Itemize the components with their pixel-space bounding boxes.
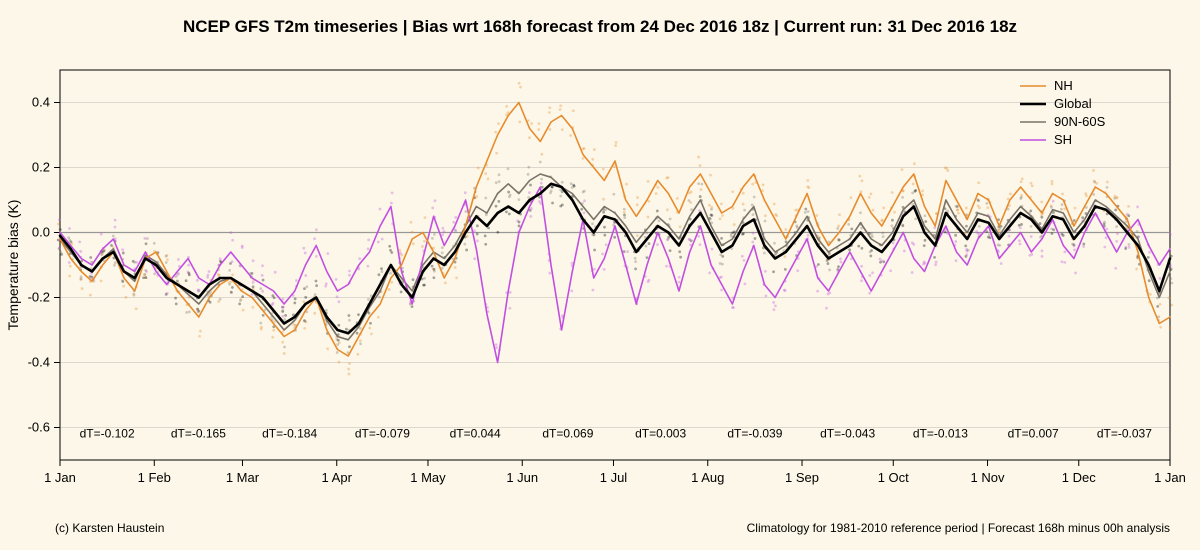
dt-label: dT=-0.165	[171, 426, 226, 440]
svg-text:1 Nov: 1 Nov	[971, 470, 1005, 485]
svg-text:1 Feb: 1 Feb	[138, 470, 171, 485]
svg-text:1 Jan: 1 Jan	[44, 470, 76, 485]
svg-text:1 Aug: 1 Aug	[691, 470, 724, 485]
svg-text:0.4: 0.4	[32, 95, 50, 110]
svg-text:-0.2: -0.2	[28, 290, 50, 305]
legend-label: Global	[1054, 96, 1092, 111]
legend-label: SH	[1054, 132, 1072, 147]
chart-svg: -0.6 -0.4 -0.2 0.0 0.2 0.4 1 Jan 1 Feb 1 Mar 1 Ap…	[0, 0, 1200, 550]
footer-left: (c) Karsten Haustein	[55, 521, 164, 535]
dt-label: dT=0.044	[450, 426, 501, 440]
footer-right: Climatology for 1981-2010 reference peri…	[747, 521, 1170, 535]
svg-text:-0.4: -0.4	[28, 355, 50, 370]
dt-label: dT=0.003	[635, 426, 686, 440]
svg-text:1 Jul: 1 Jul	[600, 470, 628, 485]
svg-text:1 Mar: 1 Mar	[226, 470, 260, 485]
ylabel: Temperature bias (K)	[5, 200, 21, 331]
dt-label: dT=-0.102	[80, 426, 135, 440]
dt-label: dT=-0.013	[913, 426, 968, 440]
svg-text:0.0: 0.0	[32, 225, 50, 240]
svg-text:1 Apr: 1 Apr	[322, 470, 353, 485]
dt-label: dT=0.007	[1008, 426, 1059, 440]
svg-text:-0.6: -0.6	[28, 420, 50, 435]
legend-label: NH	[1054, 78, 1073, 93]
dt-label: dT=0.069	[542, 426, 593, 440]
dt-label: dT=-0.043	[820, 426, 875, 440]
svg-text:1 Jun: 1 Jun	[506, 470, 538, 485]
dt-label: dT=-0.184	[262, 426, 317, 440]
dt-label: dT=-0.079	[355, 426, 410, 440]
svg-text:1 Jan: 1 Jan	[1154, 470, 1186, 485]
svg-text:1 Dec: 1 Dec	[1062, 470, 1096, 485]
chart-container: -0.6 -0.4 -0.2 0.0 0.2 0.4 1 Jan 1 Feb 1 Mar 1 Ap…	[0, 0, 1200, 550]
svg-text:0.2: 0.2	[32, 160, 50, 175]
svg-text:1 May: 1 May	[410, 470, 446, 485]
chart-title: NCEP GFS T2m timeseries | Bias wrt 168h …	[183, 17, 1017, 36]
svg-text:1 Sep: 1 Sep	[785, 470, 819, 485]
svg-text:1 Oct: 1 Oct	[878, 470, 909, 485]
dt-label: dT=-0.037	[1097, 426, 1152, 440]
dt-label: dT=-0.039	[727, 426, 782, 440]
legend-label: 90N-60S	[1054, 114, 1106, 129]
